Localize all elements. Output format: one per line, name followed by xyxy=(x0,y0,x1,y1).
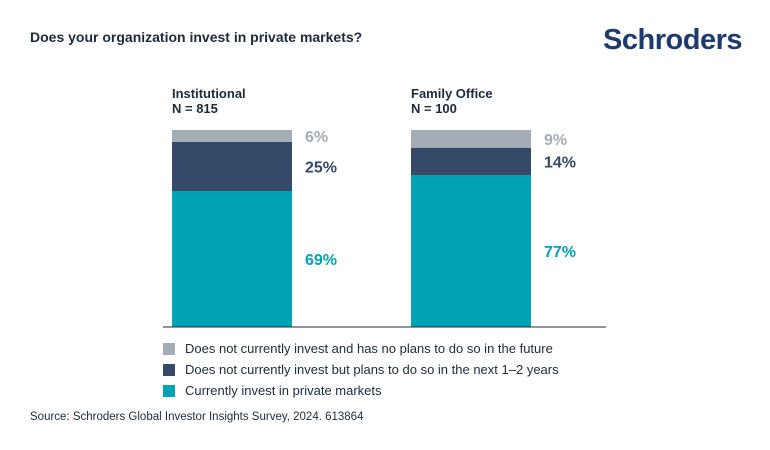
value-label: 6% xyxy=(305,129,328,146)
source-note: Source: Schroders Global Investor Insigh… xyxy=(30,411,364,423)
value-label: 69% xyxy=(305,252,337,269)
group-n: N = 815 xyxy=(172,101,218,116)
legend-label: Does not currently invest and has no pla… xyxy=(185,341,553,356)
group-name: Family Office xyxy=(411,86,493,101)
group-n: N = 100 xyxy=(411,101,457,116)
bar-segment-family-office-1 xyxy=(411,147,531,176)
bars-group xyxy=(172,130,531,327)
legend-item: Does not currently invest and has no pla… xyxy=(163,338,559,359)
legend-label: Currently invest in private markets xyxy=(185,383,382,398)
bar-segment-institutional-0 xyxy=(172,191,292,327)
legend-swatch xyxy=(163,384,175,397)
bar-segment-institutional-1 xyxy=(172,141,292,192)
bar-segment-family-office-2 xyxy=(411,130,531,148)
value-label: 14% xyxy=(544,155,576,172)
legend-swatch xyxy=(163,363,175,376)
legend: Does not currently invest and has no pla… xyxy=(163,338,559,401)
schroders-logo: Schroders xyxy=(603,24,742,56)
value-labels-group: 69% 25% 6% 77% 14% 9% xyxy=(305,129,576,269)
group-label-family-office: Family Office N = 100 xyxy=(411,86,493,116)
chart-title: Does your organization invest in private… xyxy=(30,29,363,45)
legend-label: Does not currently invest but plans to d… xyxy=(185,362,559,377)
bar-segment-institutional-2 xyxy=(172,130,292,142)
value-label: 25% xyxy=(305,159,337,176)
group-name: Institutional xyxy=(172,86,246,101)
value-label: 9% xyxy=(544,132,567,149)
value-label: 77% xyxy=(544,244,576,261)
legend-swatch xyxy=(163,342,175,355)
bar-segment-family-office-0 xyxy=(411,175,531,327)
legend-item: Currently invest in private markets xyxy=(163,380,559,401)
group-label-institutional: Institutional N = 815 xyxy=(172,86,246,116)
legend-item: Does not currently invest but plans to d… xyxy=(163,359,559,380)
